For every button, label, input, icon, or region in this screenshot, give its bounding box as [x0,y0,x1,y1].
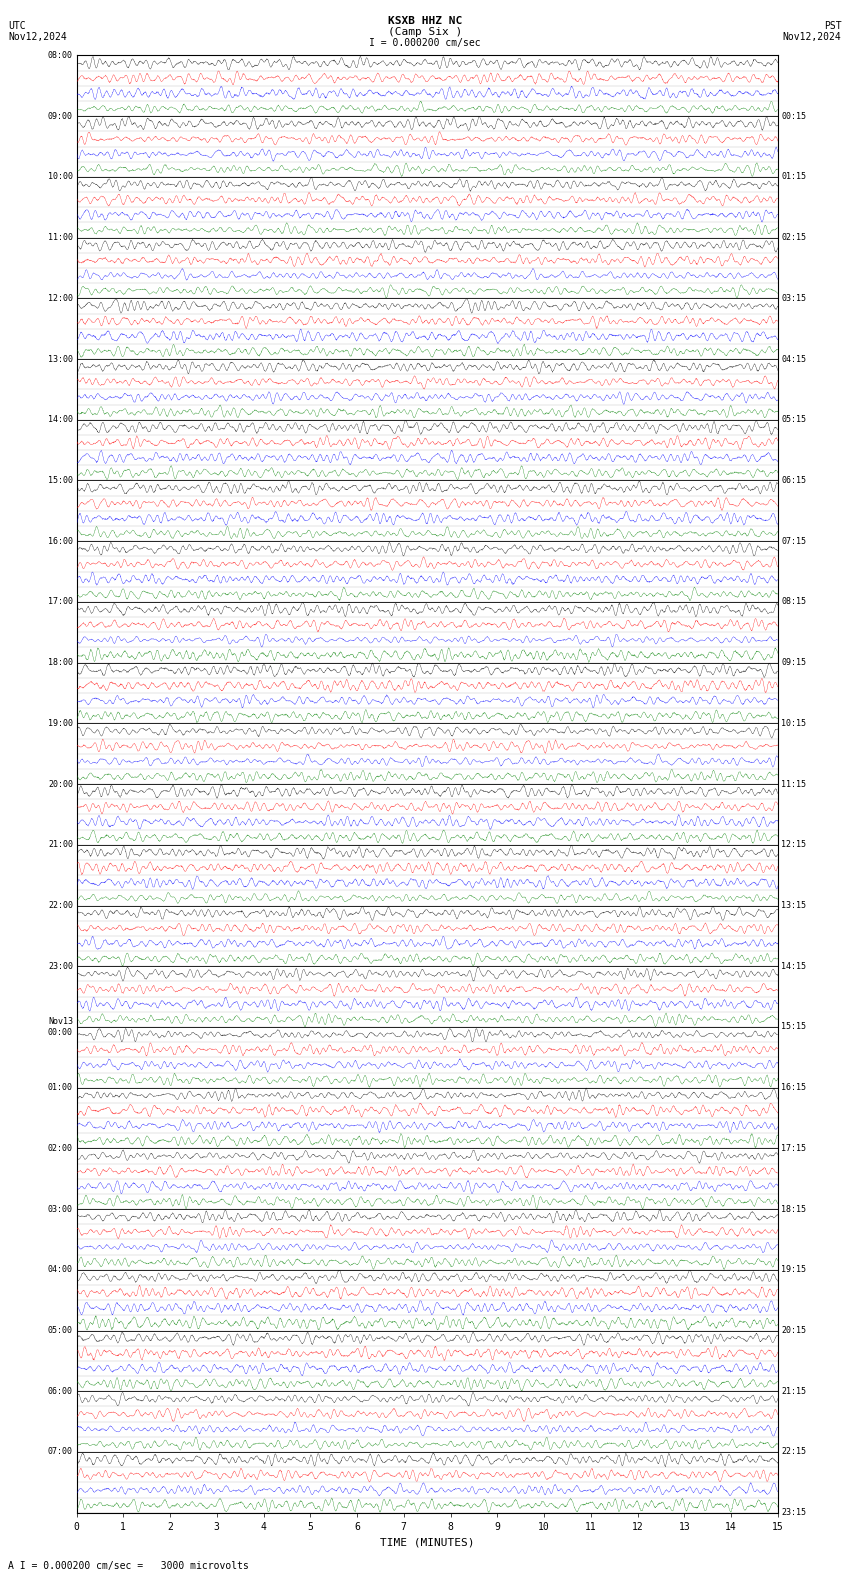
Text: 01:15: 01:15 [781,173,807,182]
Text: A I = 0.000200 cm/sec =   3000 microvolts: A I = 0.000200 cm/sec = 3000 microvolts [8,1562,249,1571]
Text: 16:00: 16:00 [48,537,73,546]
Text: 14:00: 14:00 [48,415,73,425]
Text: 13:00: 13:00 [48,355,73,364]
Text: 17:00: 17:00 [48,597,73,607]
Text: 11:15: 11:15 [781,779,807,789]
Text: 18:00: 18:00 [48,657,73,667]
Text: 20:00: 20:00 [48,779,73,789]
Text: Nov13
00:00: Nov13 00:00 [48,1017,73,1036]
Text: 06:00: 06:00 [48,1386,73,1396]
Text: (Camp Six ): (Camp Six ) [388,27,462,36]
X-axis label: TIME (MINUTES): TIME (MINUTES) [380,1538,474,1548]
Text: 10:00: 10:00 [48,173,73,182]
Text: 18:15: 18:15 [781,1204,807,1213]
Text: KSXB HHZ NC: KSXB HHZ NC [388,16,462,25]
Text: 15:15: 15:15 [781,1022,807,1031]
Text: PST: PST [824,21,842,30]
Text: 20:15: 20:15 [781,1326,807,1335]
Text: 11:00: 11:00 [48,233,73,242]
Text: 19:00: 19:00 [48,719,73,729]
Text: 06:15: 06:15 [781,475,807,485]
Text: 08:00: 08:00 [48,51,73,60]
Text: 01:00: 01:00 [48,1083,73,1093]
Text: 08:15: 08:15 [781,597,807,607]
Text: 09:00: 09:00 [48,111,73,120]
Text: 04:00: 04:00 [48,1266,73,1275]
Text: 05:00: 05:00 [48,1326,73,1335]
Text: 10:15: 10:15 [781,719,807,729]
Text: 23:15: 23:15 [781,1508,807,1517]
Text: 12:15: 12:15 [781,840,807,849]
Text: 14:15: 14:15 [781,961,807,971]
Text: 22:00: 22:00 [48,901,73,911]
Text: 02:00: 02:00 [48,1144,73,1153]
Text: 07:00: 07:00 [48,1448,73,1457]
Text: 16:15: 16:15 [781,1083,807,1093]
Text: 00:15: 00:15 [781,111,807,120]
Text: 02:15: 02:15 [781,233,807,242]
Text: 03:00: 03:00 [48,1204,73,1213]
Text: UTC: UTC [8,21,26,30]
Text: 19:15: 19:15 [781,1266,807,1275]
Text: 12:00: 12:00 [48,293,73,303]
Text: 07:15: 07:15 [781,537,807,546]
Text: Nov12,2024: Nov12,2024 [8,32,67,41]
Text: 22:15: 22:15 [781,1448,807,1457]
Text: Nov12,2024: Nov12,2024 [783,32,842,41]
Text: 04:15: 04:15 [781,355,807,364]
Text: 21:15: 21:15 [781,1386,807,1396]
Text: 05:15: 05:15 [781,415,807,425]
Text: 13:15: 13:15 [781,901,807,911]
Text: 21:00: 21:00 [48,840,73,849]
Text: I = 0.000200 cm/sec: I = 0.000200 cm/sec [369,38,481,48]
Text: 23:00: 23:00 [48,961,73,971]
Text: 15:00: 15:00 [48,475,73,485]
Text: 17:15: 17:15 [781,1144,807,1153]
Text: 03:15: 03:15 [781,293,807,303]
Text: 09:15: 09:15 [781,657,807,667]
